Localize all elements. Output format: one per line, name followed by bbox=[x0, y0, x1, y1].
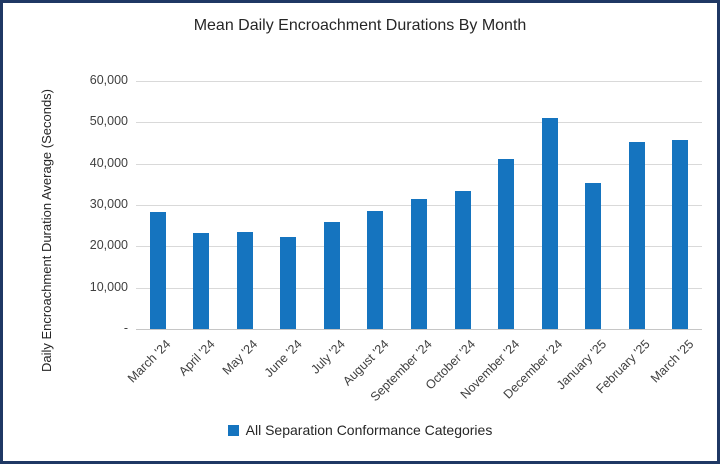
y-tick-label: 20,000 bbox=[89, 238, 128, 253]
plot-area bbox=[136, 81, 702, 330]
y-tick-label: - bbox=[123, 321, 128, 335]
legend: All Separation Conformance Categories bbox=[3, 422, 717, 438]
x-tick-label: January '25 bbox=[553, 337, 610, 393]
y-tick-label: 40,000 bbox=[89, 155, 128, 170]
bar-september-24 bbox=[411, 199, 427, 329]
x-tick-label: November '24 bbox=[457, 337, 522, 402]
bar-march-24 bbox=[149, 212, 166, 329]
bar-may-24 bbox=[236, 232, 253, 329]
x-tick-label: October '24 bbox=[423, 337, 479, 393]
x-tick-label: March '25 bbox=[647, 337, 697, 386]
bar-june-24 bbox=[280, 236, 297, 329]
x-tick-label: June '24 bbox=[261, 337, 305, 381]
x-tick-label: August '24 bbox=[339, 337, 392, 389]
y-tick-label: 50,000 bbox=[89, 114, 128, 129]
legend-label: All Separation Conformance Categories bbox=[245, 422, 493, 438]
bar-january-25 bbox=[585, 182, 602, 329]
y-tick-label: 60,000 bbox=[89, 73, 128, 87]
x-tick-label: April '24 bbox=[175, 337, 218, 379]
x-tick-label: July '24 bbox=[308, 337, 348, 377]
x-tick-label: February '25 bbox=[593, 337, 653, 397]
bar-august-24 bbox=[367, 211, 384, 329]
legend-swatch-icon bbox=[227, 424, 239, 436]
x-tick-label: March '24 bbox=[125, 337, 174, 386]
bar-november-24 bbox=[498, 159, 515, 329]
bar-february-25 bbox=[628, 141, 645, 329]
bar-april-24 bbox=[193, 232, 210, 329]
x-tick-label: December '24 bbox=[500, 337, 566, 402]
bar-july-24 bbox=[323, 221, 340, 329]
bar-march-25 bbox=[672, 139, 689, 329]
y-tick-label: 10,000 bbox=[89, 279, 128, 294]
bar-december-24 bbox=[541, 118, 558, 329]
gridline bbox=[136, 163, 702, 165]
x-tick-label: May '24 bbox=[220, 337, 261, 378]
y-axis-labels: - 10,000 20,000 30,000 40,000 50,000 60,000 bbox=[3, 3, 128, 461]
chart-title: Mean Daily Encroachment Durations By Mon… bbox=[193, 17, 527, 34]
gridline bbox=[136, 122, 702, 124]
bar-october-24 bbox=[454, 190, 471, 329]
x-tick-label: September '24 bbox=[367, 337, 435, 405]
gridline bbox=[136, 81, 702, 82]
y-tick-label: 30,000 bbox=[89, 197, 128, 211]
